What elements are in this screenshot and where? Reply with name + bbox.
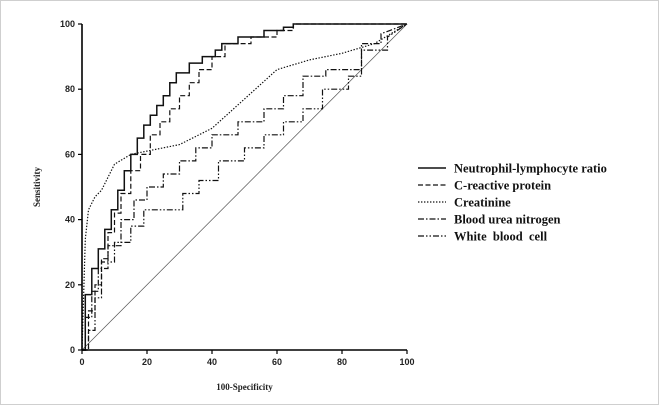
x-tick-label: 100 — [399, 357, 414, 367]
y-axis-title: Sensitivity — [32, 167, 42, 208]
y-tick-label: 0 — [70, 345, 75, 355]
legend-label-3: Creatinine — [454, 196, 511, 210]
legend-label-4: Blood urea nitrogen — [454, 213, 561, 227]
y-tick-label: 20 — [65, 280, 75, 290]
y-tick-label: 80 — [65, 84, 75, 94]
y-tick-label: 100 — [60, 19, 75, 29]
legend-label-1: Neutrophil-lymphocyte ratio — [454, 162, 607, 176]
x-tick-label: 60 — [272, 357, 282, 367]
axis-layer — [81, 24, 407, 351]
series-line-1 — [82, 23, 407, 351]
series-line-5 — [82, 23, 408, 351]
x-axis-title: 100-Specificity — [216, 382, 273, 392]
x-ticks: 0 20 40 60 80 100 — [79, 350, 415, 367]
x-tick-label: 20 — [142, 357, 152, 367]
series-line-2 — [82, 23, 407, 351]
x-tick-label: 80 — [337, 357, 347, 367]
reference-layer — [81, 23, 408, 351]
reference-diagonal — [81, 23, 408, 351]
x-tick-label: 40 — [207, 357, 217, 367]
x-tick-label: 0 — [79, 357, 84, 367]
legend: Neutrophil-lymphocyte ratio C-reactive pr… — [418, 162, 607, 244]
y-tick-label: 60 — [65, 149, 75, 159]
legend-label-5: White blood cell — [454, 230, 548, 244]
series-line-3 — [81, 23, 408, 351]
legend-label-2: C-reactive protein — [454, 179, 551, 193]
series-layer — [81, 23, 408, 351]
y-tick-label: 40 — [65, 215, 75, 225]
y-ticks: 0 20 40 60 80 100 — [60, 19, 82, 355]
